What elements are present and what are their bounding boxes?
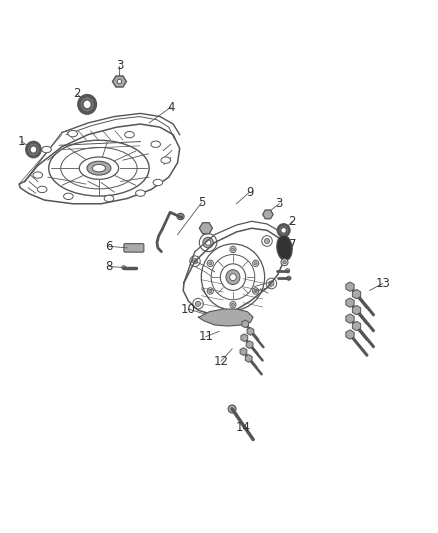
Ellipse shape	[87, 161, 111, 175]
Polygon shape	[198, 309, 253, 326]
Polygon shape	[240, 348, 247, 356]
Ellipse shape	[92, 165, 106, 172]
Text: 4: 4	[167, 101, 175, 114]
Ellipse shape	[254, 262, 257, 265]
Polygon shape	[353, 321, 360, 330]
Ellipse shape	[253, 288, 259, 294]
Text: 1: 1	[18, 135, 25, 148]
Polygon shape	[346, 282, 354, 292]
Ellipse shape	[190, 256, 200, 266]
Ellipse shape	[153, 179, 162, 185]
Text: 11: 11	[198, 330, 213, 343]
Ellipse shape	[266, 278, 277, 289]
Text: 2: 2	[289, 215, 296, 228]
Ellipse shape	[122, 266, 126, 269]
Ellipse shape	[253, 260, 259, 266]
Text: 3: 3	[116, 59, 123, 72]
Ellipse shape	[283, 261, 286, 264]
Ellipse shape	[136, 190, 145, 196]
Polygon shape	[113, 76, 127, 87]
Ellipse shape	[37, 186, 47, 192]
Ellipse shape	[26, 142, 40, 157]
Ellipse shape	[269, 281, 274, 286]
Ellipse shape	[287, 276, 291, 280]
Ellipse shape	[104, 195, 114, 201]
Ellipse shape	[281, 228, 286, 233]
Ellipse shape	[195, 301, 201, 306]
Ellipse shape	[228, 405, 236, 413]
Text: 2: 2	[73, 87, 81, 100]
Polygon shape	[346, 298, 354, 308]
Ellipse shape	[262, 236, 272, 246]
Ellipse shape	[286, 269, 290, 273]
Polygon shape	[246, 341, 253, 349]
Ellipse shape	[254, 289, 257, 293]
Ellipse shape	[83, 100, 91, 109]
Ellipse shape	[64, 193, 73, 199]
Ellipse shape	[209, 289, 212, 293]
Ellipse shape	[230, 273, 236, 280]
Polygon shape	[353, 289, 360, 299]
Ellipse shape	[203, 237, 213, 248]
Polygon shape	[353, 305, 360, 315]
Ellipse shape	[193, 298, 203, 309]
Ellipse shape	[79, 95, 95, 113]
Ellipse shape	[179, 215, 182, 218]
FancyBboxPatch shape	[124, 244, 144, 252]
Ellipse shape	[226, 270, 240, 285]
Ellipse shape	[230, 246, 236, 253]
Ellipse shape	[125, 132, 134, 138]
Polygon shape	[242, 320, 249, 328]
Ellipse shape	[151, 141, 160, 148]
Ellipse shape	[42, 147, 51, 153]
Text: 3: 3	[276, 197, 283, 211]
Ellipse shape	[177, 213, 184, 220]
Ellipse shape	[230, 302, 236, 308]
Ellipse shape	[199, 233, 217, 252]
Polygon shape	[247, 328, 254, 335]
Polygon shape	[241, 334, 248, 342]
Ellipse shape	[68, 131, 78, 137]
Polygon shape	[263, 210, 273, 219]
Text: 8: 8	[105, 260, 113, 273]
Ellipse shape	[161, 157, 170, 164]
Ellipse shape	[277, 235, 292, 261]
Ellipse shape	[231, 248, 234, 251]
Ellipse shape	[117, 79, 122, 84]
Text: 14: 14	[236, 421, 251, 433]
Ellipse shape	[281, 259, 288, 266]
Polygon shape	[199, 223, 212, 234]
Ellipse shape	[231, 303, 234, 306]
Ellipse shape	[30, 146, 37, 154]
Text: 6: 6	[105, 240, 113, 253]
Ellipse shape	[278, 224, 289, 236]
Text: 13: 13	[375, 277, 390, 290]
Ellipse shape	[205, 240, 211, 245]
Ellipse shape	[192, 259, 198, 264]
Polygon shape	[346, 314, 354, 324]
Text: 10: 10	[181, 303, 196, 316]
Ellipse shape	[207, 288, 213, 294]
Ellipse shape	[207, 260, 213, 266]
Text: 5: 5	[198, 196, 205, 209]
Text: 7: 7	[289, 238, 296, 251]
Ellipse shape	[265, 238, 270, 244]
Polygon shape	[346, 330, 354, 339]
Ellipse shape	[33, 172, 42, 178]
Ellipse shape	[209, 262, 212, 265]
Text: 9: 9	[246, 185, 253, 199]
Polygon shape	[245, 354, 252, 362]
Text: 12: 12	[214, 354, 229, 368]
